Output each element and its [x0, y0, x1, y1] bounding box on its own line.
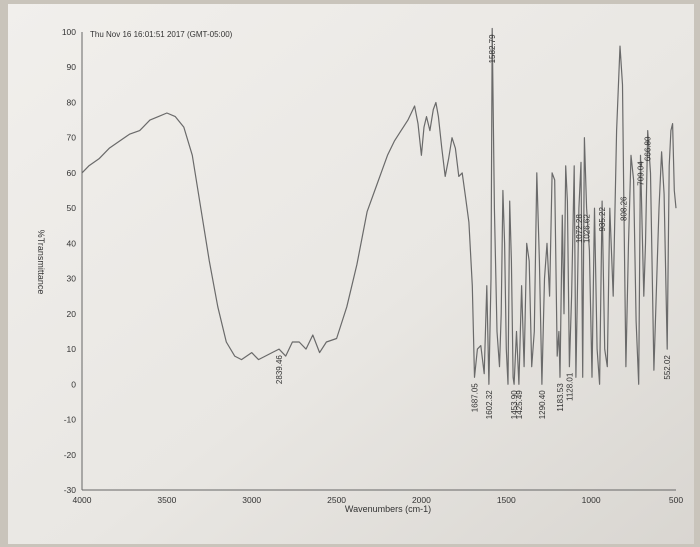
- peak-label: 2839.46: [275, 355, 284, 384]
- paper-background: [8, 4, 694, 544]
- y-tick-label: 70: [67, 133, 77, 143]
- peak-label: 1453.90: [510, 390, 519, 419]
- peak-label: 1602.32: [485, 390, 494, 419]
- y-axis-title: %Transmittance: [36, 230, 46, 295]
- y-tick-label: -10: [64, 415, 77, 425]
- y-tick-label: 20: [67, 309, 77, 319]
- peak-label: 552.02: [663, 355, 672, 380]
- x-tick-label: 1000: [582, 495, 601, 505]
- peak-label: 1425.49: [515, 390, 524, 419]
- x-tick-label: 1500: [497, 495, 516, 505]
- y-tick-label: 30: [67, 274, 77, 284]
- y-tick-label: 60: [67, 168, 77, 178]
- y-tick-label: 10: [67, 344, 77, 354]
- peak-label: 935.22: [598, 207, 607, 232]
- x-tick-label: 2500: [327, 495, 346, 505]
- timestamp: Thu Nov 16 16:01:51 2017 (GMT-05:00): [90, 30, 233, 39]
- y-tick-label: 0: [71, 379, 76, 389]
- y-tick-label: -20: [64, 450, 77, 460]
- peak-label: 808.26: [620, 196, 629, 221]
- peak-label: 666.80: [644, 136, 653, 161]
- y-tick-label: 40: [67, 238, 77, 248]
- y-tick-label: 100: [62, 27, 76, 37]
- x-tick-labels: 4000 3500 3000 2500 2000 1500 1000 500: [73, 495, 684, 505]
- y-tick-label: 50: [67, 203, 77, 213]
- x-axis-title: Wavenumbers (cm-1): [345, 504, 431, 514]
- peak-label: 1128.01: [565, 372, 574, 401]
- x-tick-label: 500: [669, 495, 683, 505]
- x-tick-label: 2000: [412, 495, 431, 505]
- y-tick-label: 80: [67, 97, 77, 107]
- x-tick-label: 3000: [242, 495, 261, 505]
- x-tick-label: 4000: [73, 495, 92, 505]
- y-tick-label: -30: [64, 485, 77, 495]
- x-tick-label: 3500: [157, 495, 176, 505]
- peak-label: 709.04: [637, 161, 646, 186]
- y-tick-label: 90: [67, 62, 77, 72]
- peak-labels: 2839.46 1687.05 1602.32 1582.79 1453.901425.…: [275, 34, 672, 419]
- peak-label: 1290.40: [538, 390, 547, 419]
- axes: [81, 32, 676, 491]
- peak-label: 1026.62: [583, 214, 592, 243]
- peak-label: 1687.05: [470, 383, 479, 412]
- peak-label: 1582.79: [488, 34, 497, 63]
- transmittance-line: [81, 27, 677, 385]
- peak-label: 1183.53: [556, 383, 565, 412]
- peak-label: 1072.28: [575, 214, 584, 243]
